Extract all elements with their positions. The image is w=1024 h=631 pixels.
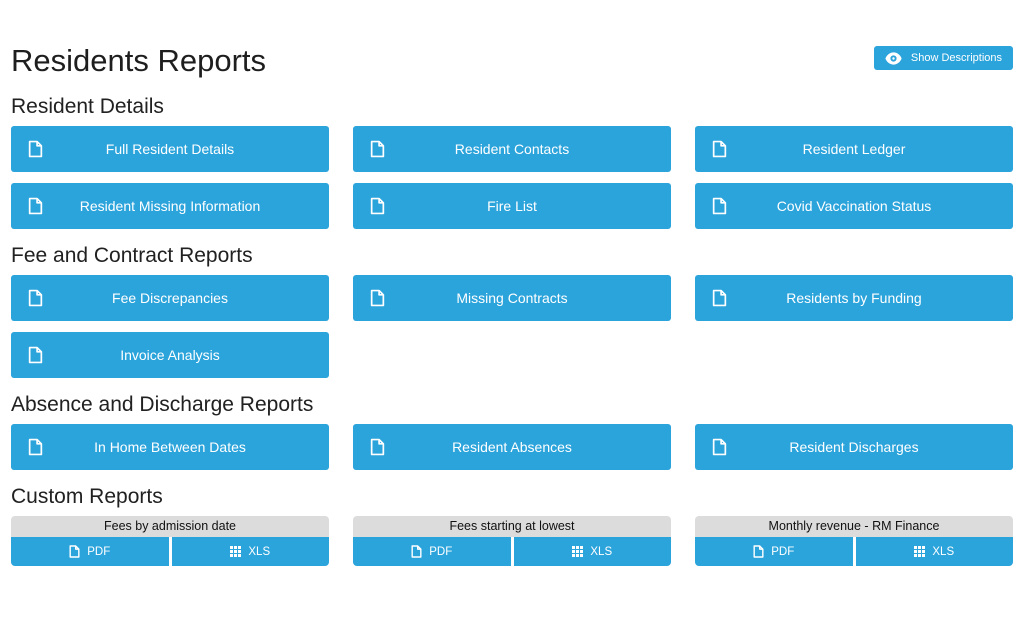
eye-icon [885, 51, 902, 65]
report-button-label: Resident Absences [452, 439, 572, 455]
report-button-label: Resident Discharges [789, 439, 919, 455]
file-icon [28, 289, 43, 307]
pdf-button-fees-by-admission-date[interactable]: PDF [11, 537, 169, 566]
pdf-file-icon [411, 545, 422, 558]
report-button-residents-by-funding[interactable]: Residents by Funding [695, 275, 1013, 321]
file-icon [28, 140, 43, 158]
xls-button-label: XLS [932, 545, 955, 558]
xls-button-monthly-revenue-rm-finance[interactable]: XLS [855, 537, 1013, 566]
custom-report-title: Monthly revenue - RM Finance [695, 516, 1013, 537]
xls-grid-icon [572, 546, 584, 557]
custom-reports-grid: Fees by admission date PDF [11, 516, 1013, 566]
report-button-covid-vaccination-status[interactable]: Covid Vaccination Status [695, 183, 1013, 229]
report-button-label: Fire List [487, 198, 537, 214]
pdf-button-fees-starting-at-lowest[interactable]: PDF [353, 537, 511, 566]
file-icon [28, 346, 43, 364]
pdf-button-label: PDF [771, 545, 795, 558]
page-header: Residents Reports Show Descriptions [11, 42, 1013, 80]
show-descriptions-button[interactable]: Show Descriptions [873, 46, 1013, 70]
custom-report-card-fees-by-admission-date: Fees by admission date PDF [11, 516, 329, 566]
report-sections: Resident Details Full Resident Details R… [11, 95, 1013, 470]
file-icon [370, 438, 385, 456]
residents-reports-page: Residents Reports Show Descriptions Resi… [11, 42, 1013, 566]
report-button-in-home-between-dates[interactable]: In Home Between Dates [11, 424, 329, 470]
pdf-button-label: PDF [87, 545, 111, 558]
pdf-button-monthly-revenue-rm-finance[interactable]: PDF [695, 537, 853, 566]
report-button-label: Resident Missing Information [79, 198, 261, 214]
pdf-file-icon [753, 545, 764, 558]
report-grid: Full Resident Details Resident Contacts … [11, 126, 1013, 229]
report-button-fee-discrepancies[interactable]: Fee Discrepancies [11, 275, 329, 321]
section-heading-fee-and-contract-reports: Fee and Contract Reports [11, 244, 253, 267]
report-button-label: Covid Vaccination Status [776, 198, 932, 214]
xls-button-label: XLS [590, 545, 613, 558]
xls-grid-icon [914, 546, 926, 557]
report-button-invoice-analysis[interactable]: Invoice Analysis [11, 332, 329, 378]
report-button-resident-ledger[interactable]: Resident Ledger [695, 126, 1013, 172]
report-button-label: Resident Ledger [802, 141, 906, 157]
custom-report-card-monthly-revenue-rm-finance: Monthly revenue - RM Finance PDF [695, 516, 1013, 566]
report-button-label: Invoice Analysis [120, 347, 220, 363]
report-button-label: Fee Discrepancies [112, 290, 228, 306]
section-heading-absence-and-discharge-reports: Absence and Discharge Reports [11, 393, 314, 416]
custom-report-card-fees-starting-at-lowest: Fees starting at lowest PDF [353, 516, 671, 566]
file-icon [712, 197, 727, 215]
report-button-missing-contracts[interactable]: Missing Contracts [353, 275, 671, 321]
file-icon [712, 289, 727, 307]
pdf-button-label: PDF [429, 545, 453, 558]
file-icon [28, 438, 43, 456]
xls-button-label: XLS [248, 545, 271, 558]
pdf-file-icon [69, 545, 80, 558]
xls-button-fees-starting-at-lowest[interactable]: XLS [513, 537, 671, 566]
report-button-resident-absences[interactable]: Resident Absences [353, 424, 671, 470]
report-button-resident-missing-information[interactable]: Resident Missing Information [11, 183, 329, 229]
file-icon [712, 438, 727, 456]
file-icon [370, 140, 385, 158]
file-icon [712, 140, 727, 158]
report-button-label: Full Resident Details [105, 141, 235, 157]
report-button-label: Residents by Funding [786, 290, 922, 306]
show-descriptions-label: Show Descriptions [910, 52, 1002, 64]
report-button-resident-discharges[interactable]: Resident Discharges [695, 424, 1013, 470]
section-heading-custom-reports: Custom Reports [11, 485, 163, 508]
xls-grid-icon [230, 546, 242, 557]
xls-button-fees-by-admission-date[interactable]: XLS [171, 537, 329, 566]
report-button-resident-contacts[interactable]: Resident Contacts [353, 126, 671, 172]
report-button-fire-list[interactable]: Fire List [353, 183, 671, 229]
section-heading-resident-details: Resident Details [11, 95, 164, 118]
file-icon [370, 197, 385, 215]
custom-report-title: Fees by admission date [11, 516, 329, 537]
report-button-label: In Home Between Dates [94, 439, 246, 455]
file-icon [28, 197, 43, 215]
report-button-label: Resident Contacts [454, 141, 570, 157]
file-icon [370, 289, 385, 307]
report-button-label: Missing Contracts [456, 290, 568, 306]
report-button-full-resident-details[interactable]: Full Resident Details [11, 126, 329, 172]
custom-report-title: Fees starting at lowest [353, 516, 671, 537]
page-title: Residents Reports [11, 43, 267, 78]
report-grid: In Home Between Dates Resident Absences … [11, 424, 1013, 470]
report-grid: Fee Discrepancies Missing Contracts Resi… [11, 275, 1013, 378]
